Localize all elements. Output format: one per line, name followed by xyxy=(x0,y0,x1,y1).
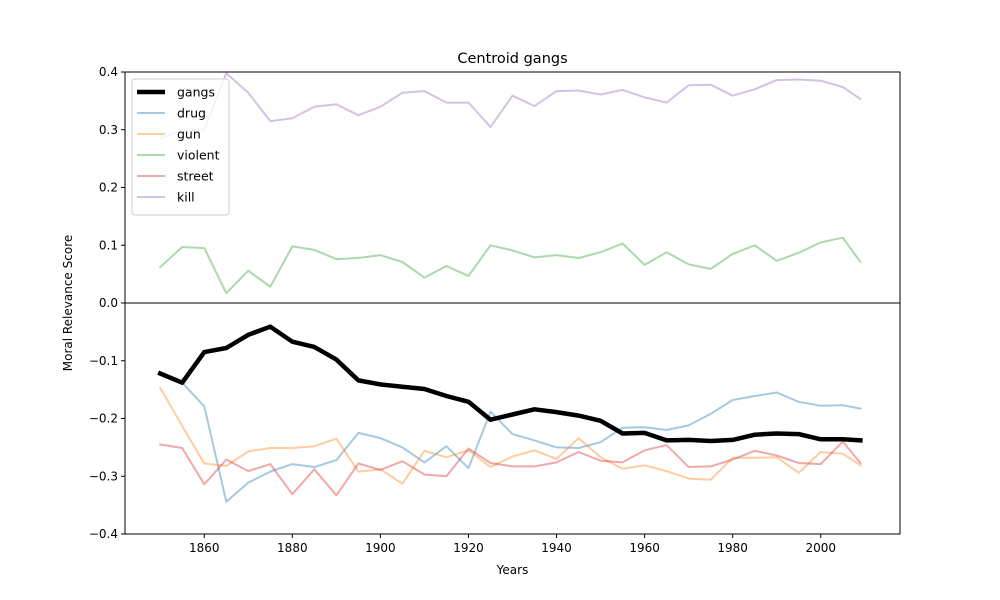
y-tick-label: −0.4 xyxy=(89,527,118,541)
y-tick-label: −0.2 xyxy=(89,412,118,426)
series-line-street xyxy=(159,440,862,497)
y-tick-label: 0.1 xyxy=(99,238,118,252)
x-tick-label: 1880 xyxy=(277,541,308,555)
series-line-gun xyxy=(158,386,862,485)
x-tick-label: 1940 xyxy=(541,541,572,555)
y-tick-label: 0.3 xyxy=(99,123,118,137)
legend-label-kill: kill xyxy=(177,190,195,205)
legend-label-gun: gun xyxy=(177,127,201,142)
legend-label-drug: drug xyxy=(177,106,206,121)
x-axis-label: Years xyxy=(496,563,529,577)
legend-label-violent: violent xyxy=(177,148,220,163)
y-tick-label: −0.1 xyxy=(89,354,118,368)
y-tick-label: 0.2 xyxy=(99,181,118,195)
legend-box xyxy=(131,78,230,216)
y-tick-label: 0.4 xyxy=(99,65,118,79)
series-line-violent xyxy=(158,236,862,295)
legend-label-street: street xyxy=(177,169,214,184)
y-tick-label: −0.3 xyxy=(89,469,118,483)
series-line-kill xyxy=(158,72,862,140)
y-axis-label: Moral Relevance Score xyxy=(61,235,75,372)
x-tick-label: 1920 xyxy=(453,541,484,555)
x-tick-label: 1980 xyxy=(717,541,748,555)
series-line-drug xyxy=(158,372,862,503)
x-tick-label: 2000 xyxy=(805,541,836,555)
chart-title: Centroid gangs xyxy=(457,51,567,67)
x-tick-label: 1900 xyxy=(365,541,396,555)
legend-label-gangs: gangs xyxy=(177,85,215,100)
legend: gangs drug gun violent street kill xyxy=(131,78,230,216)
x-tick-label: 1860 xyxy=(189,541,220,555)
y-tick-label: 0.0 xyxy=(99,296,118,310)
series-line-gangs xyxy=(157,324,863,444)
x-tick-label: 1960 xyxy=(629,541,660,555)
